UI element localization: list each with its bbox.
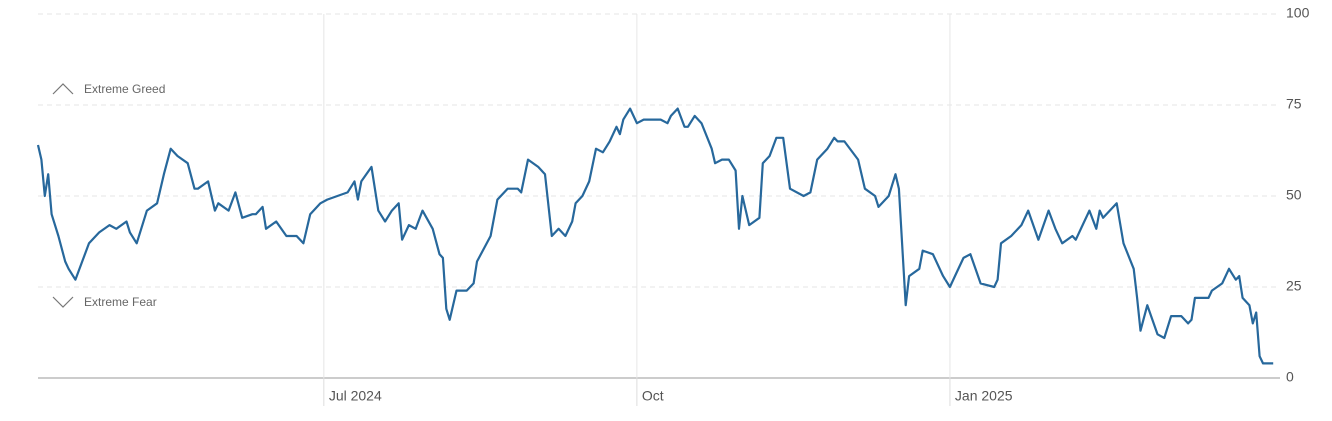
y-tick-label: 25 [1286,278,1302,294]
greed-icon [52,83,74,95]
x-tick-label: Jan 2025 [955,388,1013,404]
y-tick-label: 75 [1286,96,1302,112]
data-line [36,107,1274,365]
y-tick-label: 50 [1286,187,1302,203]
fear-icon [52,296,74,308]
annotation: Extreme Fear [84,295,157,309]
y-tick-label: 100 [1286,5,1310,21]
y-tick-label: 0 [1286,369,1294,385]
x-tick-label: Jul 2024 [329,388,382,404]
x-tick-label: Oct [642,388,664,404]
annotation: Extreme Greed [84,82,165,96]
